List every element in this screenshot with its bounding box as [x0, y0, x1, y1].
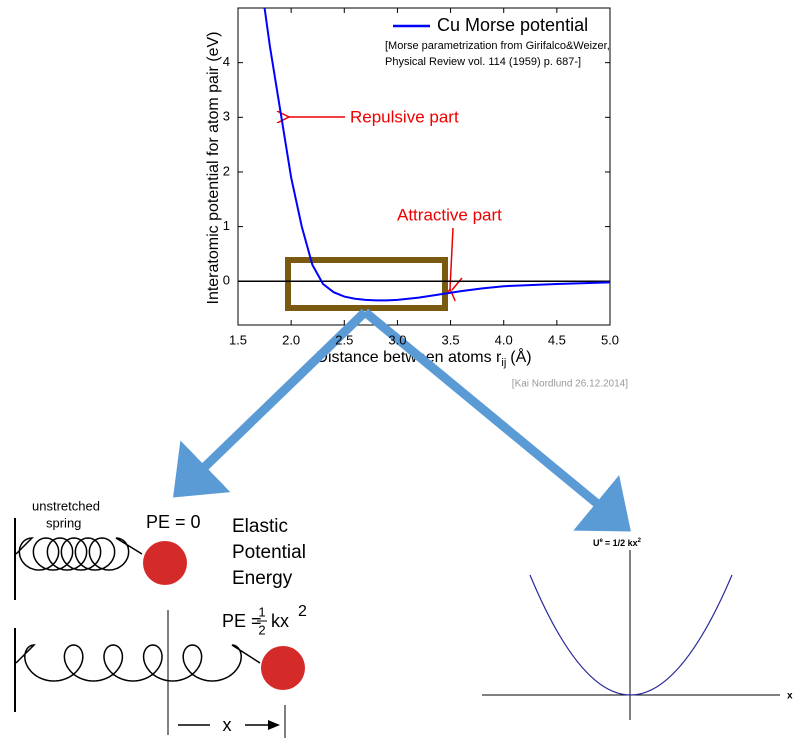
title: Potential: [232, 542, 306, 563]
zoom-arrow: [362, 308, 631, 532]
credit: [Kai Nordlund 26.12.2014]: [512, 379, 628, 390]
title: Elastic: [232, 516, 288, 537]
label: x: [787, 691, 793, 702]
label: = 1/2 kx: [605, 538, 638, 548]
x-tick-label: 2.5: [335, 332, 353, 347]
label: kx: [271, 611, 289, 631]
reference: [Morse parametrization from Girifalco&We…: [385, 40, 610, 52]
x-tick-label: 4.5: [548, 332, 566, 347]
label: Ue = 1/2 kx2: [593, 538, 642, 549]
label: x: [223, 715, 232, 735]
label: 2: [298, 603, 307, 620]
legend-label: Cu Morse potential: [437, 15, 588, 35]
label: 2: [638, 538, 642, 544]
label: spring: [46, 515, 81, 530]
parabola: [529, 574, 733, 696]
x-tick-label: 5.0: [601, 332, 619, 347]
x-axis-label-text: Distance between atoms r: [316, 349, 502, 366]
label: PE = 0: [146, 512, 201, 532]
x-tick-label: 3.5: [442, 332, 460, 347]
plot-frame: [237, 7, 611, 326]
x-axis-label-sub: ij: [501, 357, 506, 369]
label: 1: [258, 604, 265, 619]
annotation-arrow: [450, 227, 453, 289]
x-tick-label: 1.5: [229, 332, 247, 347]
annotation: Attractive part: [397, 205, 502, 224]
label: 2: [258, 622, 265, 637]
y-tick-label: 2: [223, 163, 230, 178]
y-tick-label: 1: [223, 218, 230, 233]
x-tick-label: 3.0: [388, 332, 406, 347]
zoom-box: [285, 257, 448, 311]
morse-plot: [237, 7, 611, 326]
label: U: [593, 538, 600, 548]
mass: [143, 541, 187, 585]
y-tick-label: 3: [223, 109, 230, 124]
spring-diagram: unstretched spring PE = 0 Elastic Potent…: [14, 498, 307, 738]
label: PE =: [222, 611, 262, 631]
label: unstretched: [32, 498, 100, 513]
y-tick-label: 0: [223, 273, 230, 288]
series-line: [263, 8, 610, 302]
y-tick-label: 4: [223, 54, 230, 69]
mass: [261, 646, 305, 690]
title: Energy: [232, 568, 293, 589]
annotation-arrow: [451, 277, 463, 291]
annotation: Repulsive part: [350, 107, 459, 126]
x-tick-label: 2.0: [282, 332, 300, 347]
zoom-arrow: [173, 308, 369, 498]
y-axis-label: Interatomic potential for atom pair (eV): [205, 31, 222, 304]
x-axis-label-unit: (Å): [510, 347, 531, 366]
spring-coil: [15, 537, 143, 571]
parabola-diagram: x Ue = 1/2 kx2: [482, 538, 793, 720]
reference: Physical Review vol. 114 (1959) p. 687-]: [385, 56, 581, 68]
spring-coil: [15, 644, 261, 682]
label: e: [600, 538, 604, 544]
x-axis-label: Distance between atoms rij (Å): [316, 347, 531, 369]
x-tick-label: 4.0: [495, 332, 513, 347]
displacement-head: [268, 720, 280, 730]
